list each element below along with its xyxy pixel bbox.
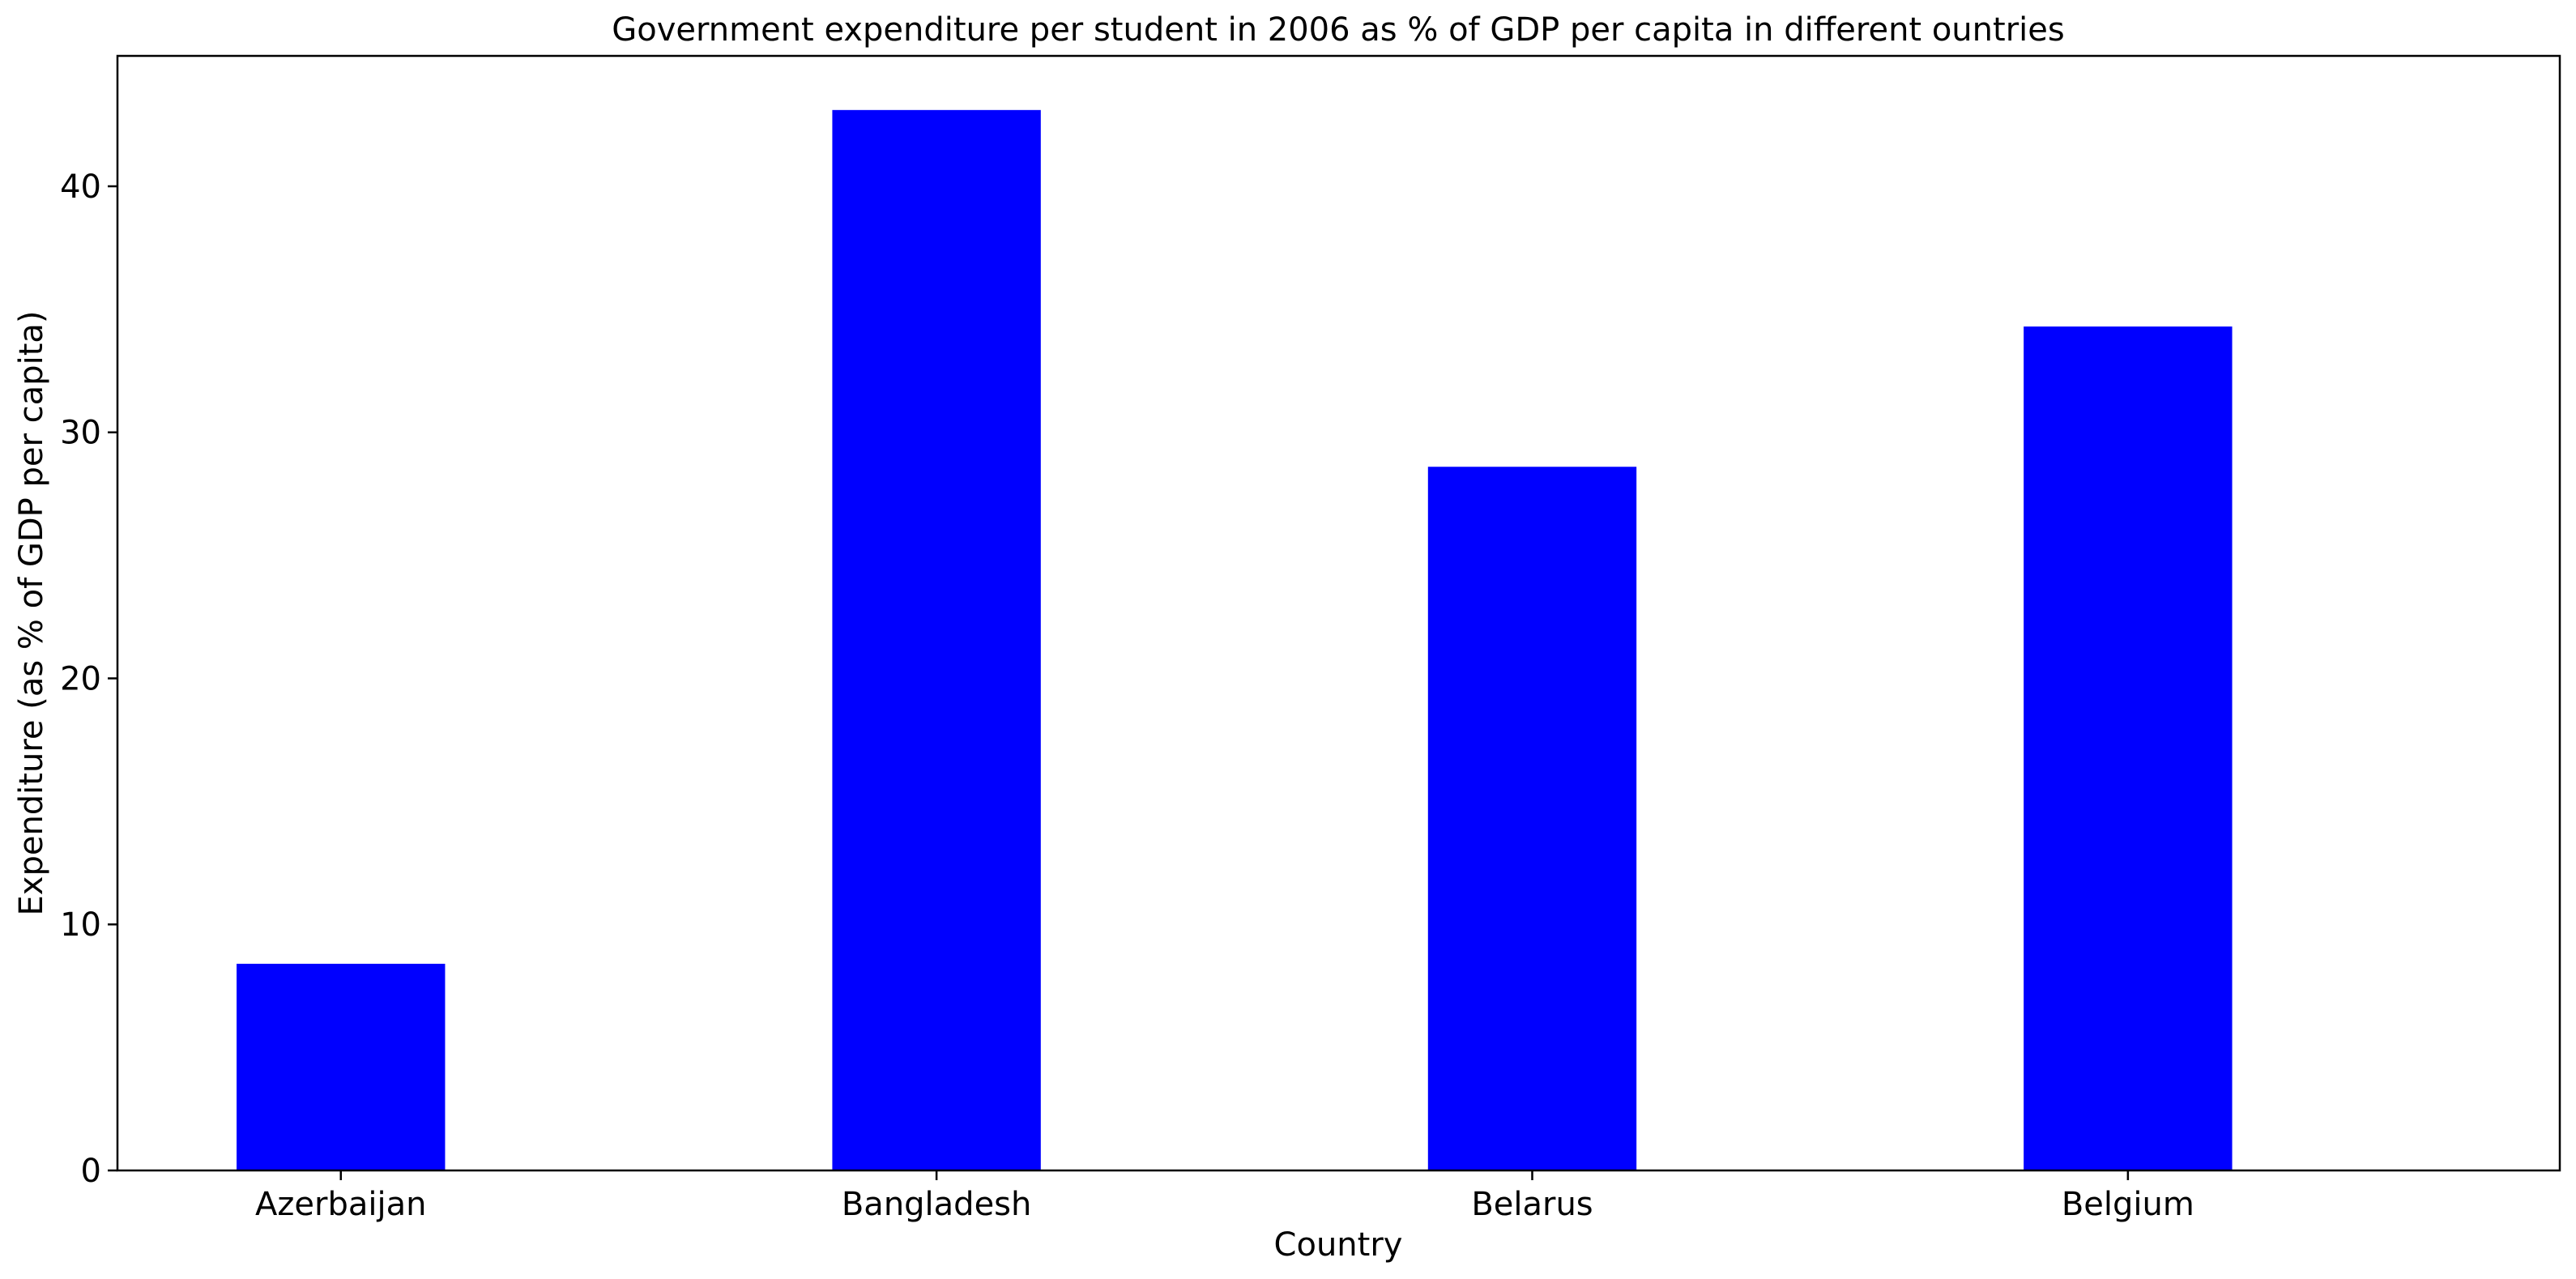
plot-frame (116, 54, 2561, 1172)
y-tick-label: 0 (81, 1153, 101, 1190)
y-tick-label: 10 (60, 906, 101, 944)
bar-belarus (1427, 467, 1637, 1170)
y-tick-label: 40 (60, 168, 101, 206)
x-tick-label-azerbaijan: Azerbaijan (255, 1186, 426, 1223)
bar-azerbaijan (237, 963, 446, 1170)
bars-layer (237, 109, 2233, 1171)
y-axis-label: Expenditure (as % of GDP per capita) (13, 311, 50, 916)
x-tick-label-belgium: Belgium (2062, 1186, 2194, 1223)
bar-belgium (2024, 326, 2233, 1170)
y-tick-label: 30 (60, 415, 101, 452)
x-axis-label: Country (1274, 1226, 1403, 1264)
chart-title: Government expenditure per student in 20… (612, 11, 2064, 49)
y-axis-ticks: 0 10 20 30 40 (60, 168, 117, 1190)
bar-bangladesh (832, 109, 1041, 1171)
x-tick-label-bangladesh: Bangladesh (842, 1186, 1032, 1223)
x-axis-ticks: Azerbaijan Bangladesh Belarus Belgium (255, 1170, 2194, 1223)
x-tick-label-belarus: Belarus (1471, 1186, 1593, 1223)
y-tick-label: 20 (60, 660, 101, 697)
